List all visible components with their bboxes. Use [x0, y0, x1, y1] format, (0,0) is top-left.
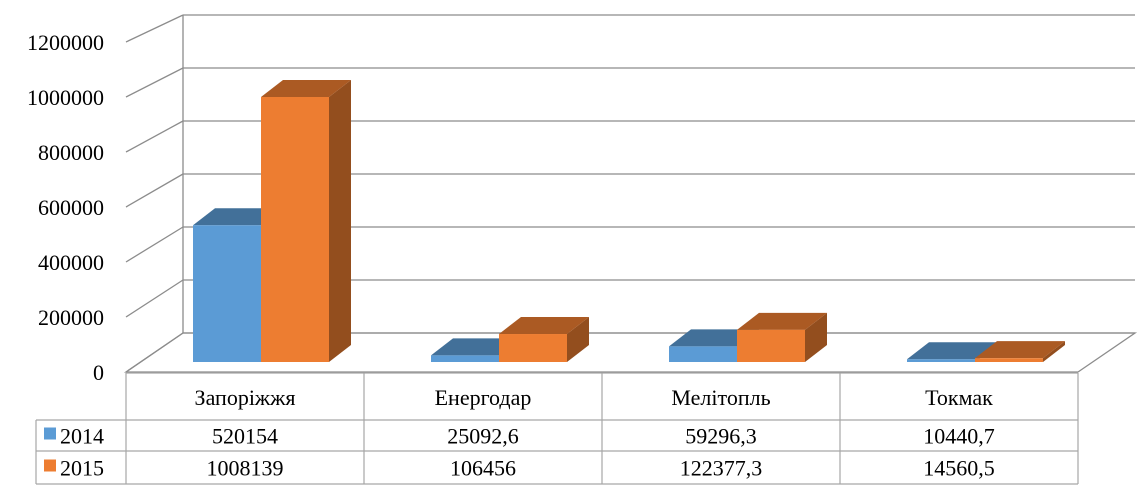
- series-label: 2015: [60, 456, 104, 481]
- legend-key: [44, 459, 56, 472]
- bar-2015-1: [499, 317, 589, 362]
- bar-top: [431, 338, 521, 356]
- bar-front: [193, 225, 261, 362]
- bar-front: [907, 359, 975, 362]
- bar-2015-0: [261, 80, 351, 362]
- gridline-side: [125, 14, 184, 43]
- bar-side: [329, 80, 351, 362]
- category-label: Запоріжжя: [195, 385, 296, 410]
- bar-top: [737, 312, 827, 330]
- bar-top: [907, 342, 997, 360]
- y-axis-tick-labels: 0 200000 400000 600000 800000 1000000 1200000: [27, 30, 104, 385]
- table-cell: 59296,3: [685, 424, 757, 449]
- y-tick-label: 400000: [38, 250, 104, 275]
- bars: [193, 80, 1065, 362]
- category-label: Токмак: [925, 385, 993, 410]
- y-tick-label: 800000: [38, 140, 104, 165]
- table-cell: 14560,5: [923, 456, 995, 481]
- table-cell: 520154: [212, 424, 278, 449]
- bar-front: [975, 358, 1043, 362]
- bar-front: [669, 346, 737, 362]
- data-table: Запоріжжя Енергодар Мелітопль Токмак 2014 520…: [35, 372, 1079, 485]
- bar-front: [431, 355, 499, 362]
- legend-key: [44, 427, 56, 440]
- bar-top: [669, 329, 759, 347]
- y-tick-label: 600000: [38, 195, 104, 220]
- bar-front: [737, 329, 805, 362]
- category-label: Мелітопль: [671, 385, 770, 410]
- table-cell: 10440,7: [923, 424, 995, 449]
- bar-2015-2: [737, 312, 827, 362]
- series-label: 2014: [60, 424, 104, 449]
- table-cell: 1008139: [207, 456, 284, 481]
- bar-side: [805, 312, 827, 362]
- gridline-side: [125, 120, 184, 153]
- bar-top: [499, 317, 589, 335]
- bar-top: [261, 80, 351, 97]
- table-cell: 25092,6: [447, 424, 519, 449]
- bar-side: [567, 317, 589, 362]
- bar-side: [1043, 341, 1065, 362]
- bar-front: [261, 97, 329, 362]
- y-tick-label: 1000000: [27, 85, 104, 110]
- gridline-side: [125, 173, 184, 208]
- table-cell: 122377,3: [680, 456, 763, 481]
- bar-top: [975, 341, 1065, 359]
- category-label: Енергодар: [435, 385, 532, 410]
- gridline-side: [125, 67, 184, 98]
- gridline-side: [125, 332, 184, 373]
- y-tick-label: 1200000: [27, 30, 104, 55]
- gridline-side: [125, 279, 184, 318]
- bar-front: [499, 334, 567, 362]
- y-tick-label: 200000: [38, 305, 104, 330]
- bar-top: [193, 208, 283, 226]
- y-tick-label: 0: [93, 360, 104, 385]
- table-cell: 106456: [450, 456, 516, 481]
- bar-2015-3: [975, 341, 1065, 362]
- gridline-side: [125, 226, 184, 263]
